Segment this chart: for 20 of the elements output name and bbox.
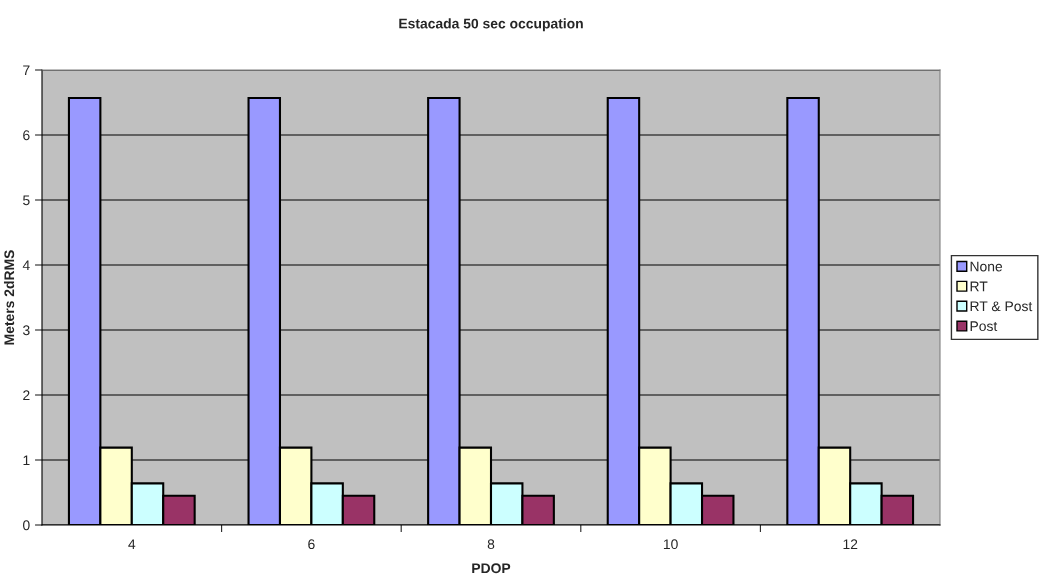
legend-label: Post	[970, 321, 998, 332]
x-tick-label: 8	[487, 539, 495, 550]
y-tick-label: 4	[22, 260, 30, 271]
y-axis-title: Meters 2dRMS	[3, 250, 15, 345]
y-tick-label: 0	[23, 520, 30, 531]
x-tick-label: 12	[843, 539, 858, 549]
y-tick-label: 5	[23, 195, 30, 206]
legend-label: None	[970, 261, 1003, 272]
x-axis-title: PDOP	[472, 563, 511, 574]
y-tick-label: 6	[23, 130, 30, 141]
chart-title: Estacada 50 sec occupation	[399, 18, 583, 32]
y-tick-label: 2	[23, 390, 30, 401]
x-tick-label: 4	[128, 539, 136, 549]
x-tick-label: 10	[663, 539, 678, 550]
legend-label: RT	[970, 281, 988, 292]
y-tick-label: 3	[23, 325, 30, 336]
y-tick-label: 1	[23, 455, 30, 466]
y-tick-label: 7	[23, 65, 30, 76]
x-tick-label: 6	[308, 539, 315, 550]
legend-label: RT & Post	[970, 301, 1033, 312]
